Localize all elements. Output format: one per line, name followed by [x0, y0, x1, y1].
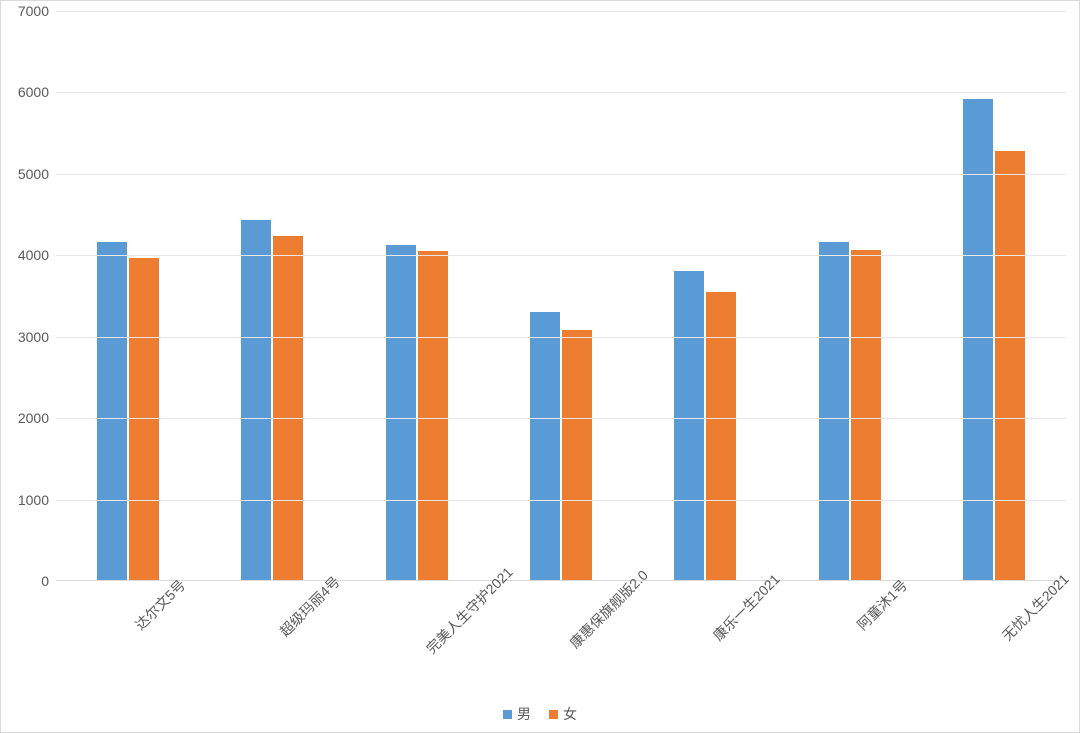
bar-group	[922, 11, 1066, 580]
bar-group	[345, 11, 489, 580]
x-label-cell: 超级玛丽4号	[200, 586, 344, 696]
bar-group	[633, 11, 777, 580]
legend-label-female: 女	[563, 704, 577, 724]
bar	[273, 236, 303, 580]
y-tick-label: 5000	[9, 166, 49, 182]
gridline	[56, 174, 1066, 175]
bar-group	[489, 11, 633, 580]
x-axis-label: 康乐一生2021	[687, 591, 763, 667]
bar	[674, 271, 704, 580]
y-tick-label: 2000	[9, 410, 49, 426]
gridline	[56, 337, 1066, 338]
bar	[819, 242, 849, 580]
bar-group	[56, 11, 200, 580]
bar	[386, 245, 416, 580]
bar	[995, 151, 1025, 580]
gridline	[56, 11, 1066, 12]
gridline	[56, 500, 1066, 501]
bar	[851, 250, 881, 580]
bar	[562, 330, 592, 580]
gridline	[56, 255, 1066, 256]
y-tick-label: 6000	[9, 84, 49, 100]
bars-layer	[56, 11, 1066, 580]
legend-label-male: 男	[517, 704, 531, 724]
x-axis-labels: 达尔文5号 超级玛丽4号完美人生守护2021 康惠保旗舰版2.0 康乐一生2021 阿童…	[56, 586, 1066, 696]
x-label-cell: 康惠保旗舰版2.0	[489, 586, 633, 696]
y-tick-label: 1000	[9, 492, 49, 508]
gridline	[56, 92, 1066, 93]
x-label-cell: 阿童沐1号	[777, 586, 921, 696]
x-axis-label: 超级玛丽4号	[256, 591, 325, 660]
x-axis-label: 完美人生守护2021	[393, 591, 489, 687]
bar-group	[777, 11, 921, 580]
x-axis-label: 阿童沐1号	[836, 591, 895, 650]
x-axis-label: 无忧人生2021	[976, 591, 1052, 667]
x-label-cell: 康乐一生2021	[633, 586, 777, 696]
bar	[418, 251, 448, 580]
bar	[241, 220, 271, 580]
y-tick-label: 7000	[9, 3, 49, 19]
bar	[963, 99, 993, 580]
y-tick-label: 3000	[9, 329, 49, 345]
x-label-cell: 无忧人生2021	[922, 586, 1066, 696]
plot-area	[56, 11, 1066, 581]
legend-item-male: 男	[503, 704, 531, 724]
x-label-cell: 达尔文5号	[56, 586, 200, 696]
y-tick-label: 4000	[9, 247, 49, 263]
bar-group	[200, 11, 344, 580]
x-axis-label: 康惠保旗舰版2.0	[540, 591, 627, 678]
x-axis-label: 达尔文5号	[115, 591, 174, 650]
chart-container: 达尔文5号 超级玛丽4号完美人生守护2021 康惠保旗舰版2.0 康乐一生2021 阿童…	[0, 0, 1080, 733]
bar	[97, 242, 127, 580]
legend-item-female: 女	[549, 704, 577, 724]
x-label-cell: 完美人生守护2021	[345, 586, 489, 696]
legend-swatch-male	[503, 710, 512, 719]
bar	[530, 312, 560, 580]
legend-swatch-female	[549, 710, 558, 719]
legend: 男 女	[1, 704, 1079, 724]
bar	[706, 292, 736, 580]
y-tick-label: 0	[9, 573, 49, 589]
gridline	[56, 418, 1066, 419]
